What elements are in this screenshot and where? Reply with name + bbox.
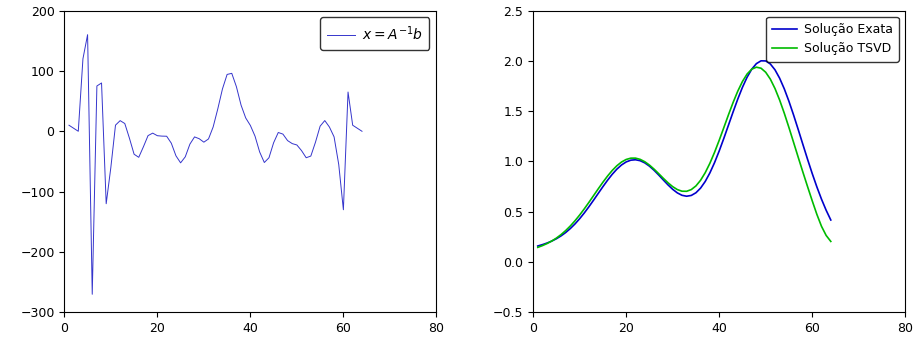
Solução TSVD: [676, 189, 687, 193]
Solução TSVD: [719, 126, 730, 130]
Solução Exata: [653, 173, 664, 177]
Solução TSVD: [532, 245, 543, 250]
Solução TSVD: [570, 219, 581, 223]
Solução Exata: [825, 218, 836, 222]
Solução Exata: [719, 136, 730, 140]
Legend: $x = A^{-1}b$: $x = A^{-1}b$: [320, 18, 429, 50]
Solução TSVD: [695, 178, 706, 183]
Line: Solução TSVD: Solução TSVD: [538, 67, 831, 247]
Line: Solução Exata: Solução Exata: [538, 61, 831, 246]
Solução Exata: [723, 123, 734, 127]
Solução TSVD: [825, 239, 836, 244]
Solução Exata: [676, 193, 687, 197]
Solução Exata: [755, 59, 766, 63]
Solução TSVD: [723, 113, 734, 117]
Solução Exata: [570, 222, 581, 226]
Solução Exata: [532, 244, 543, 248]
Solução Exata: [695, 186, 706, 190]
Legend: Solução Exata, Solução TSVD: Solução Exata, Solução TSVD: [766, 17, 899, 61]
Solução TSVD: [751, 65, 762, 69]
Solução TSVD: [653, 172, 664, 176]
